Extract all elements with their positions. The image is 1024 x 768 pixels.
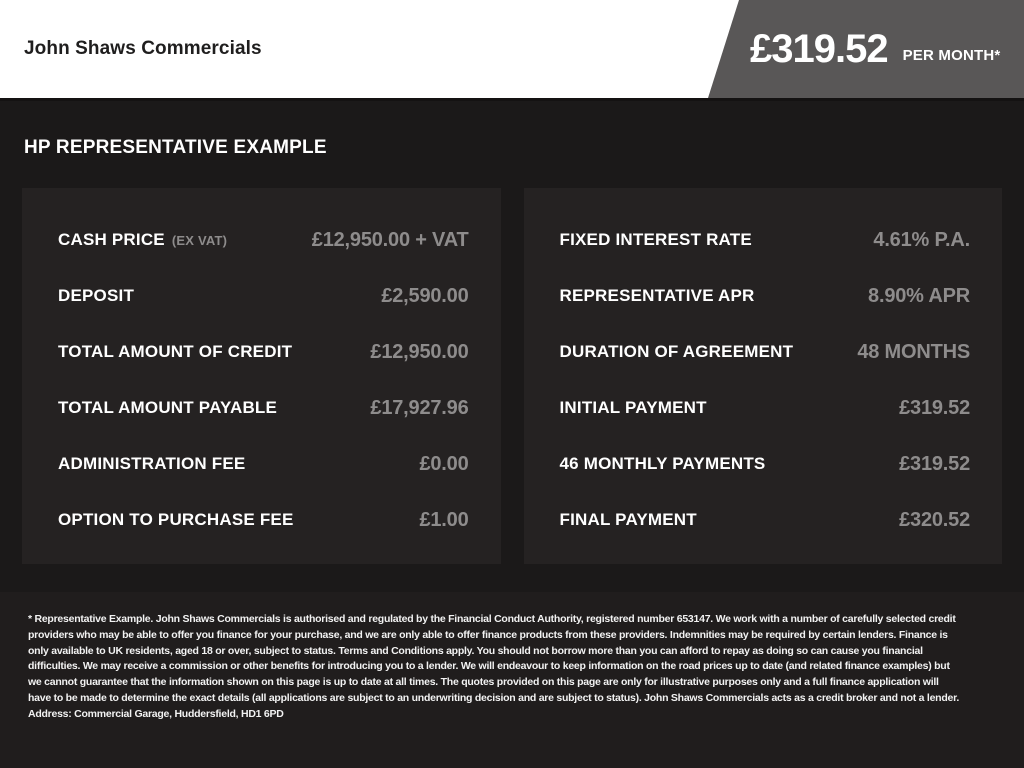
row-label: OPTION TO PURCHASE FEE [58, 510, 294, 529]
row-label: FINAL PAYMENT [559, 510, 697, 529]
dealer-name: John Shaws Commercials [24, 38, 262, 59]
row-value: 8.90% APR [868, 284, 970, 307]
monthly-price-flag: £319.52 PER MONTH* [708, 0, 1024, 98]
row-label: DURATION OF AGREEMENT [559, 342, 794, 361]
table-row: TOTAL AMOUNT PAYABLE £17,927.96 [58, 380, 469, 436]
row-label: REPRESENTATIVE APR [559, 286, 755, 305]
row-value: £12,950.00 [370, 340, 469, 363]
row-label: ADMINISTRATION FEE [58, 454, 246, 473]
row-label: TOTAL AMOUNT OF CREDIT [58, 342, 293, 361]
table-row: 46 MONTHLY PAYMENTS £319.52 [560, 436, 971, 492]
representative-example-section: HP REPRESENTATIVE EXAMPLE CASH PRICE (EX … [0, 98, 1024, 592]
row-label: CASH PRICE [58, 230, 165, 249]
row-value: £1.00 [419, 508, 469, 531]
table-row: INITIAL PAYMENT £319.52 [560, 380, 971, 436]
section-title: HP REPRESENTATIVE EXAMPLE [24, 137, 327, 158]
disclaimer-footer: * Representative Example. John Shaws Com… [0, 592, 1024, 768]
table-row: ADMINISTRATION FEE £0.00 [58, 436, 469, 492]
row-note: (EX VAT) [171, 233, 228, 248]
row-label: DEPOSIT [58, 286, 135, 305]
finance-panel-left: CASH PRICE (EX VAT) £12,950.00 + VAT DEPO… [22, 188, 501, 564]
table-row: FINAL PAYMENT £320.52 [560, 492, 971, 548]
header-bar: John Shaws Commercials £319.52 PER MONTH… [0, 0, 1024, 98]
row-value: £319.52 [899, 396, 970, 419]
table-row: FIXED INTEREST RATE 4.61% P.A. [560, 212, 971, 268]
finance-panels: CASH PRICE (EX VAT) £12,950.00 + VAT DEPO… [22, 188, 1002, 564]
row-label: INITIAL PAYMENT [559, 398, 707, 417]
monthly-price-period: PER MONTH* [902, 46, 1001, 64]
row-value: £319.52 [899, 452, 970, 475]
row-value: £0.00 [419, 452, 469, 475]
row-value: £2,590.00 [381, 284, 469, 307]
row-label: 46 MONTHLY PAYMENTS [559, 454, 766, 473]
row-label: FIXED INTEREST RATE [559, 230, 752, 249]
row-value: 48 MONTHS [857, 340, 970, 363]
disclaimer-text: * Representative Example. John Shaws Com… [28, 613, 960, 720]
table-row: OPTION TO PURCHASE FEE £1.00 [58, 492, 469, 548]
row-value: 4.61% P.A. [873, 228, 970, 251]
table-row: TOTAL AMOUNT OF CREDIT £12,950.00 [58, 324, 469, 380]
row-value: £320.52 [899, 508, 970, 531]
finance-panel-right: FIXED INTEREST RATE 4.61% P.A. REPRESENT… [523, 188, 1002, 564]
row-label: TOTAL AMOUNT PAYABLE [58, 398, 278, 417]
table-row: DURATION OF AGREEMENT 48 MONTHS [560, 324, 971, 380]
table-row: REPRESENTATIVE APR 8.90% APR [560, 268, 971, 324]
monthly-price-amount: £319.52 [750, 26, 889, 71]
row-value: £17,927.96 [370, 396, 469, 419]
row-value: £12,950.00 + VAT [311, 228, 469, 251]
table-row: DEPOSIT £2,590.00 [58, 268, 469, 324]
table-row: CASH PRICE (EX VAT) £12,950.00 + VAT [58, 212, 469, 268]
